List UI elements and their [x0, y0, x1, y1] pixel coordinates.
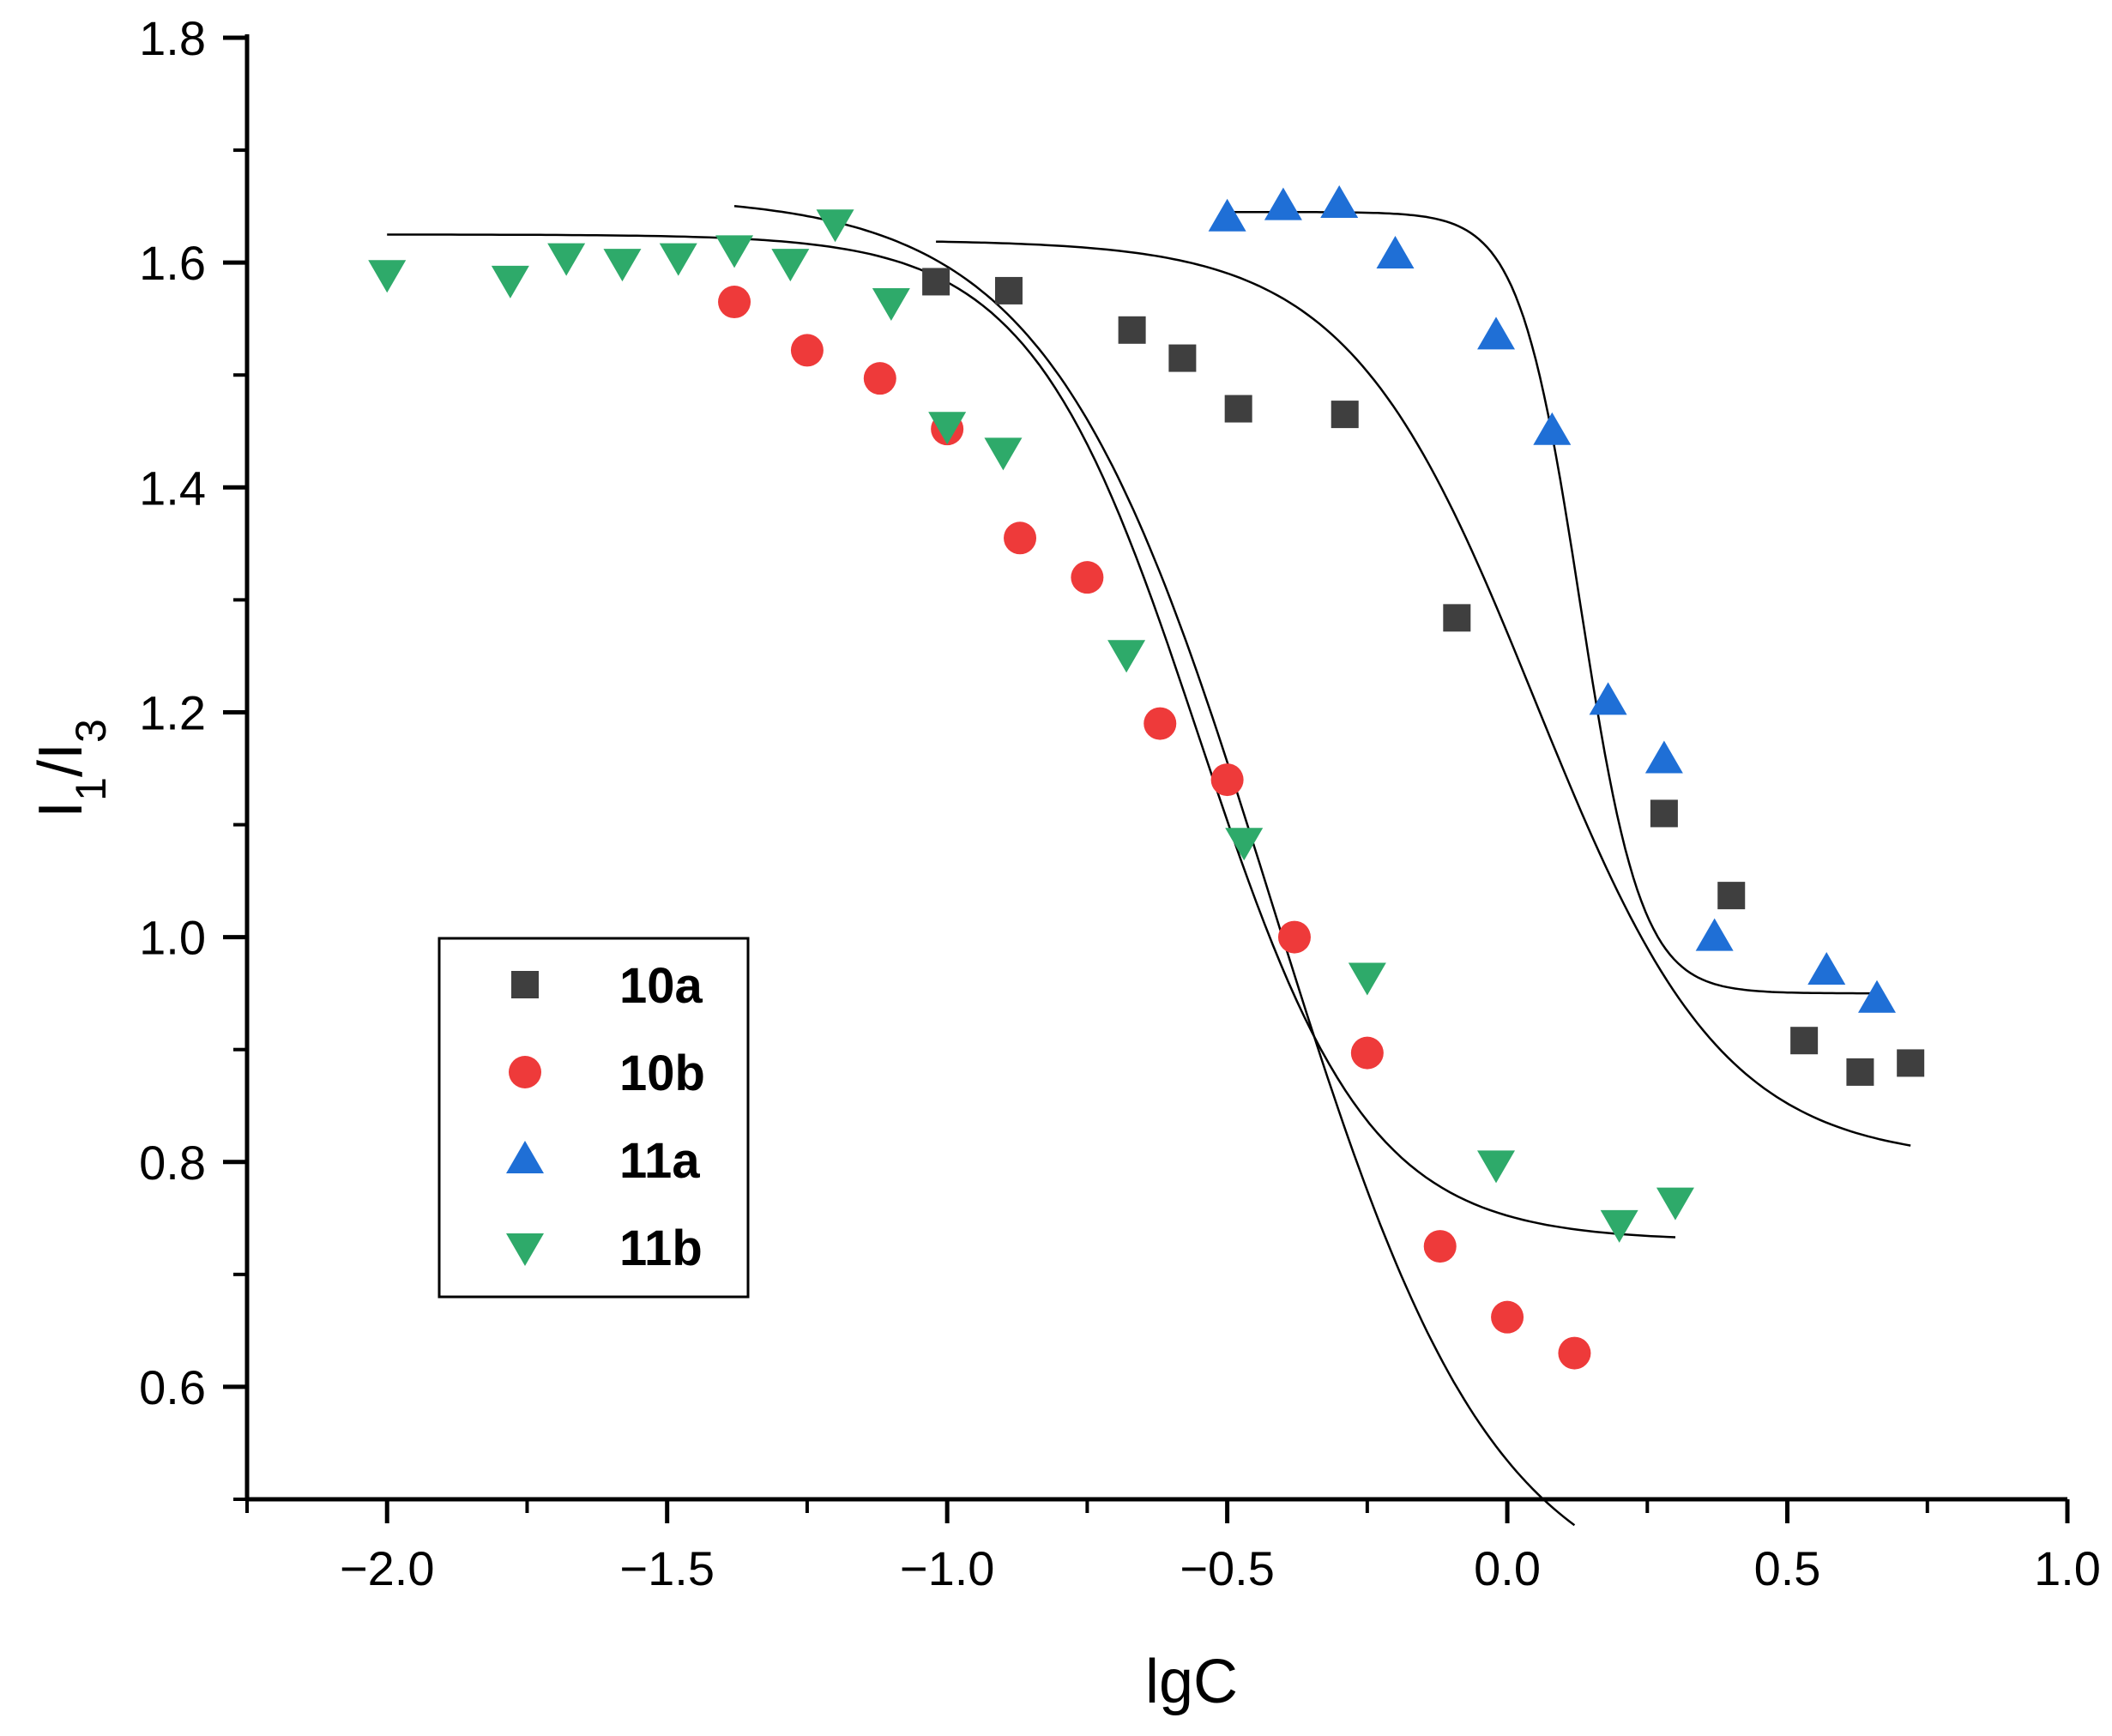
y-tick-label: 1.8 [139, 11, 206, 65]
point-11a [1208, 198, 1246, 232]
point-10a [922, 268, 950, 296]
point-11b [984, 437, 1023, 471]
y-title-slash: / [27, 760, 95, 777]
point-11a [1589, 682, 1627, 715]
point-11a [1376, 235, 1415, 268]
point-10b [1277, 920, 1311, 954]
fit-curve-11b [387, 233, 1676, 1239]
y-title-i3: I [27, 743, 95, 760]
x-axis-title: lgC [1145, 1648, 1238, 1716]
point-10b [1491, 1300, 1524, 1334]
point-10a [1897, 1049, 1925, 1077]
x-tick-label: −0.5 [1180, 1541, 1275, 1595]
point-10b [863, 362, 896, 395]
legend: 10a 10b 11a 11b [437, 937, 750, 1299]
point-10b [1210, 763, 1244, 797]
point-11a [1477, 316, 1516, 350]
point-10b [790, 334, 824, 367]
point-10b [1004, 521, 1037, 555]
legend-label-11a: 11a [619, 1133, 700, 1189]
point-11b [368, 260, 407, 293]
x-tick-label: −1.0 [900, 1541, 995, 1595]
y-tick-label: 1.2 [139, 685, 206, 739]
point-10a [1650, 799, 1678, 828]
point-11b [1600, 1209, 1638, 1243]
point-10a [1846, 1058, 1874, 1086]
point-11b [928, 412, 967, 445]
point-11b [816, 209, 854, 243]
data-points [368, 184, 1925, 1370]
y-tick-label: 1.6 [139, 236, 206, 290]
point-11a [1807, 951, 1846, 985]
point-10b [1143, 707, 1177, 740]
legend-marker-10b [509, 1056, 541, 1088]
point-10b [1350, 1036, 1384, 1070]
point-11b [1656, 1187, 1694, 1221]
point-11b [1107, 640, 1146, 673]
legend-box [437, 937, 750, 1299]
point-11b [771, 249, 810, 282]
point-11a [1264, 187, 1302, 220]
point-10b [1558, 1336, 1591, 1370]
y-title-i1: I [27, 801, 95, 818]
fit-curve-10a [936, 240, 1911, 1147]
point-10a [994, 276, 1023, 304]
legend-marker-11a [506, 1141, 544, 1173]
y-title-sub3: 3 [67, 719, 115, 743]
point-10a [1224, 395, 1252, 423]
point-11a [1320, 184, 1359, 218]
point-10b [1071, 561, 1104, 594]
point-11a [1533, 412, 1572, 445]
x-tick-label: −1.5 [619, 1541, 715, 1595]
legend-items: 10a 10b 11a 11b [506, 958, 705, 1276]
point-11b [715, 235, 754, 268]
fit-curve-10b [733, 204, 1576, 1527]
point-11b [1225, 828, 1264, 861]
point-10b [1423, 1230, 1457, 1263]
legend-label-10a: 10a [619, 958, 703, 1014]
legend-marker-11b [506, 1233, 544, 1266]
point-11a [1858, 980, 1897, 1013]
x-tick-label: 1.0 [2034, 1541, 2101, 1595]
point-10a [1790, 1027, 1819, 1055]
legend-label-10b: 10b [619, 1046, 705, 1101]
point-11b [659, 243, 697, 276]
y-tick-label: 1.0 [139, 911, 206, 965]
y-tick-label: 0.6 [139, 1360, 206, 1414]
x-tick-label: 0.5 [1754, 1541, 1821, 1595]
point-10b [718, 286, 751, 319]
x-tick-label: −2.0 [340, 1541, 435, 1595]
y-title-sub1: 1 [67, 777, 115, 801]
legend-label-11b: 11b [619, 1221, 703, 1276]
point-10a [1168, 344, 1197, 372]
y-axis-title: I1/I3 [27, 719, 115, 818]
x-tick-label: 0.0 [1474, 1541, 1541, 1595]
point-10a [1717, 882, 1746, 910]
y-tick-label: 1.4 [139, 461, 206, 515]
point-10a [1331, 401, 1359, 429]
point-11b [547, 243, 586, 276]
point-11b [872, 288, 910, 322]
point-10a [1118, 316, 1146, 344]
point-11a [1695, 918, 1734, 951]
point-11b [603, 249, 642, 282]
point-11a [1644, 740, 1683, 774]
point-10a [1443, 604, 1471, 632]
x-ticks: −2.0 −1.5 −1.0 −0.5 0.0 0.5 1.0 [245, 1499, 2101, 1595]
axes [244, 34, 2067, 1502]
legend-marker-10a [511, 971, 539, 998]
y-tick-label: 0.8 [139, 1136, 206, 1190]
y-ticks: 0.6 0.8 1.0 1.2 1.4 1.6 1.8 [139, 11, 247, 1501]
point-11b [1348, 962, 1386, 996]
point-11b [1477, 1150, 1516, 1184]
point-11b [491, 265, 529, 298]
